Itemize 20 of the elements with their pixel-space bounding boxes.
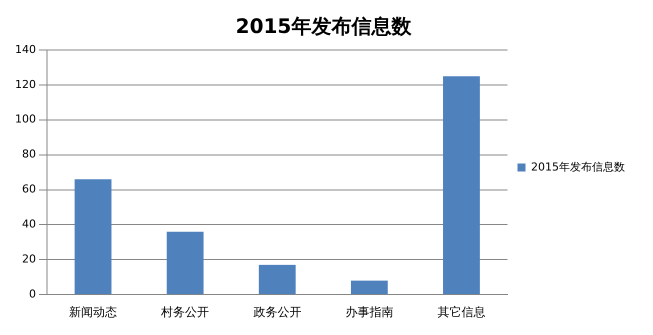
x-tick-label: 政务公开	[253, 304, 302, 319]
x-tick-label: 新闻动态	[69, 304, 118, 319]
legend-label: 2015年发布信息数	[531, 160, 626, 174]
bar	[350, 280, 388, 294]
bar	[258, 264, 296, 294]
bar	[166, 232, 204, 294]
x-tick-label: 其它信息	[437, 304, 486, 319]
y-tick-label: 60	[22, 182, 36, 196]
y-tick-label: 100	[14, 112, 36, 126]
y-tick-label: 20	[22, 252, 36, 266]
y-tick-label: 80	[22, 148, 36, 161]
y-tick-label: 120	[14, 78, 36, 91]
y-tick-label: 140	[14, 42, 36, 56]
x-tick-label: 办事指南	[345, 304, 394, 319]
y-tick-label: 0	[28, 287, 36, 300]
chart-title: 2015年发布信息数	[236, 14, 412, 38]
bar	[443, 76, 480, 294]
x-tick-label: 村务公开	[160, 304, 210, 319]
y-tick-label: 40	[22, 218, 36, 231]
bar	[74, 179, 112, 294]
